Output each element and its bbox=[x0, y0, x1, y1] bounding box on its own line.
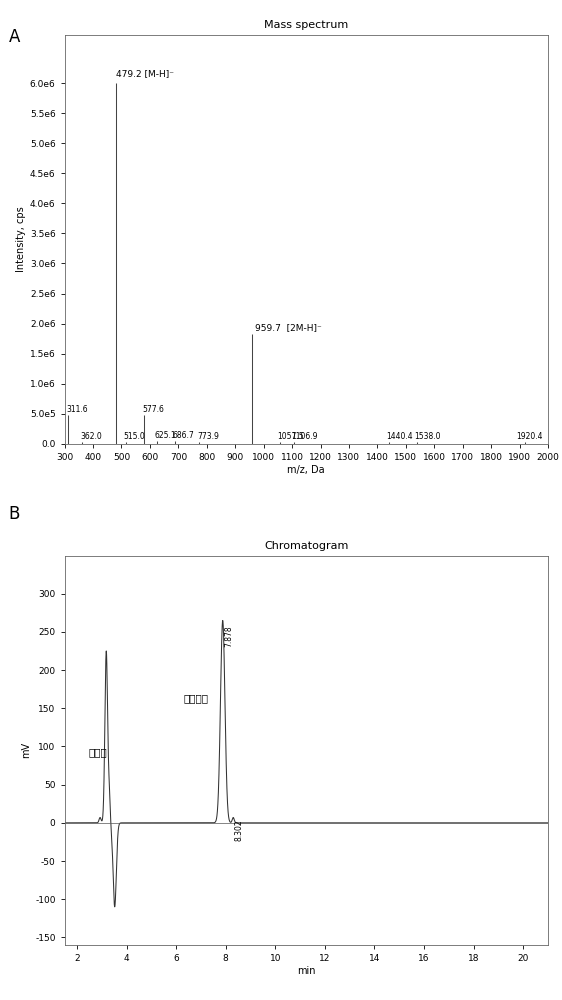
Text: 1538.0: 1538.0 bbox=[414, 432, 441, 441]
Text: 多能主峰: 多能主峰 bbox=[184, 693, 209, 703]
Y-axis label: Intensity, cps: Intensity, cps bbox=[16, 207, 26, 272]
Title: Mass spectrum: Mass spectrum bbox=[264, 20, 348, 30]
Text: 362.0: 362.0 bbox=[80, 432, 102, 441]
Text: 773.9: 773.9 bbox=[197, 432, 219, 441]
X-axis label: min: min bbox=[297, 966, 315, 976]
Text: 577.6: 577.6 bbox=[142, 405, 164, 414]
Text: 8.302: 8.302 bbox=[235, 820, 244, 841]
Text: 686.7: 686.7 bbox=[173, 431, 194, 440]
Text: 311.6: 311.6 bbox=[67, 405, 88, 414]
Text: 1920.4: 1920.4 bbox=[516, 432, 543, 441]
Text: 1106.9: 1106.9 bbox=[292, 432, 318, 441]
Text: B: B bbox=[8, 505, 20, 523]
Text: 959.7  [2M-H]⁻: 959.7 [2M-H]⁻ bbox=[255, 323, 321, 332]
Text: 515.0: 515.0 bbox=[124, 432, 145, 441]
X-axis label: m/z, Da: m/z, Da bbox=[288, 465, 325, 475]
Text: 7.878: 7.878 bbox=[224, 626, 233, 647]
Text: 1440.4: 1440.4 bbox=[387, 432, 413, 441]
Text: 479.2 [M-H]⁻: 479.2 [M-H]⁻ bbox=[116, 69, 174, 78]
Text: A: A bbox=[8, 28, 20, 46]
Text: 625.1: 625.1 bbox=[155, 431, 176, 440]
Text: 1057.5: 1057.5 bbox=[278, 432, 304, 441]
Title: Chromatogram: Chromatogram bbox=[264, 541, 348, 551]
Y-axis label: mV: mV bbox=[21, 742, 31, 758]
Text: 溶剂峰: 溶剂峰 bbox=[88, 748, 107, 758]
